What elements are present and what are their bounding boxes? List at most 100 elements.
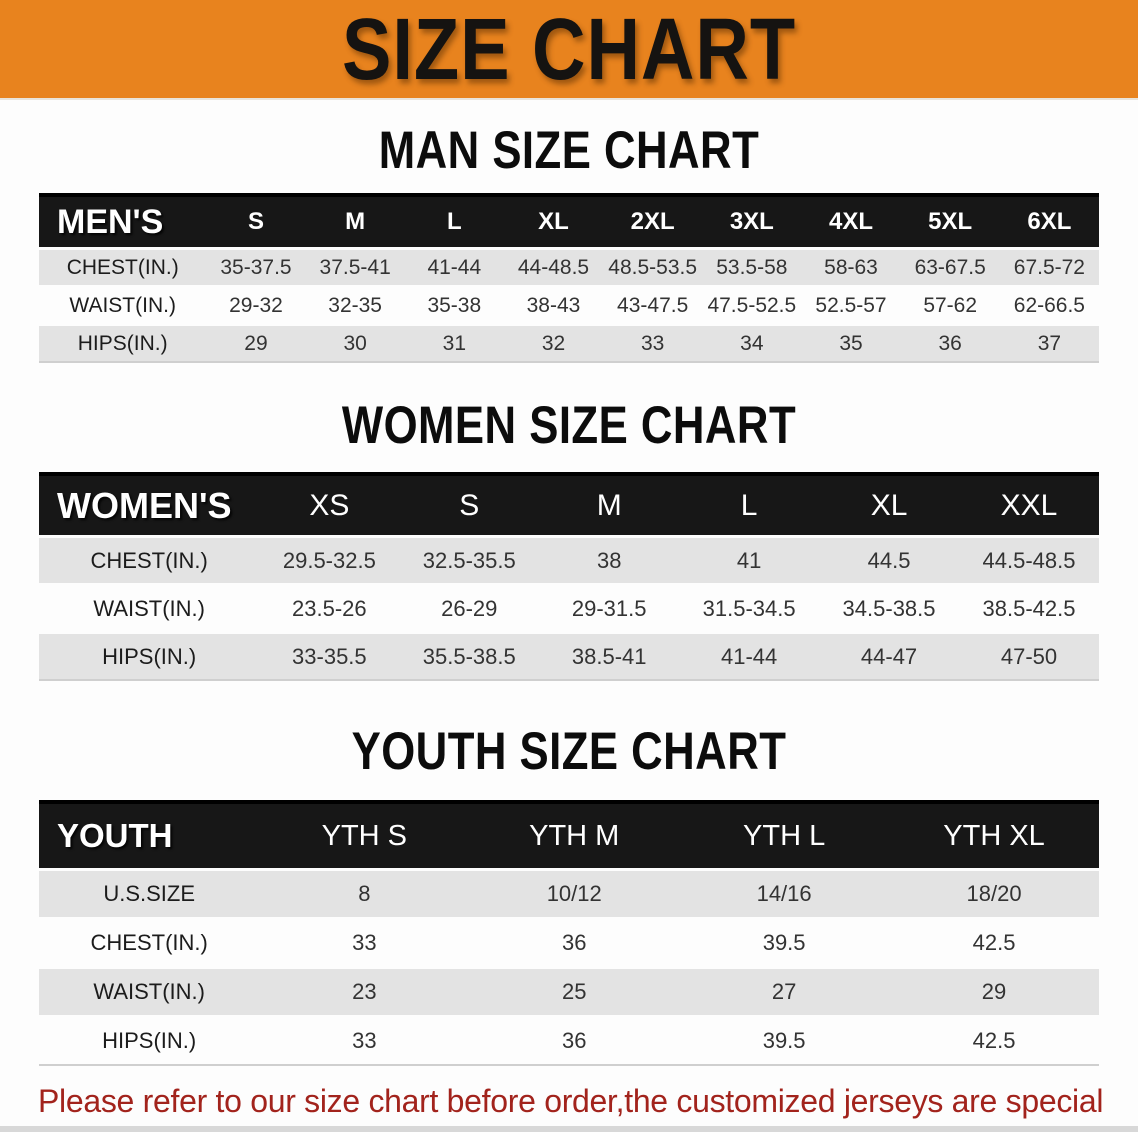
measure-row-label: U.S.SIZE bbox=[103, 881, 196, 906]
size-value-cell: 63-67.5 bbox=[914, 255, 986, 279]
measure-row-label: WAIST(IN.) bbox=[69, 293, 176, 317]
size-value-cell: 23.5-26 bbox=[292, 595, 367, 621]
women-size-table: WOMEN'S XS S M L XL XXL CHEST(IN.) 29.5-32.5 32.5… bbox=[39, 472, 1099, 681]
size-column-header: YTH S bbox=[321, 819, 408, 852]
size-value-cell: 27 bbox=[771, 979, 797, 1004]
size-value-cell: 44-47 bbox=[860, 643, 918, 669]
size-value-cell: 29-32 bbox=[229, 293, 283, 317]
size-value-cell: 10/12 bbox=[546, 881, 602, 906]
measure-row: WAIST(IN.) 23 25 27 29 bbox=[39, 967, 1099, 1017]
size-column-header: S bbox=[459, 488, 480, 522]
measure-row-label: HIPS(IN.) bbox=[102, 643, 197, 669]
size-column-header: S bbox=[247, 208, 264, 235]
measure-row: HIPS(IN.) 33-35.5 35.5-38.5 38.5-41 41-44 44-… bbox=[39, 632, 1099, 680]
size-header-row: WOMEN'S XS S M L XL XXL bbox=[39, 474, 1099, 537]
measure-row: WAIST(IN.) 29-32 32-35 35-38 38-43 43-47.5 47.… bbox=[39, 286, 1099, 325]
size-column-header: L bbox=[740, 488, 758, 522]
size-column-header: 6XL bbox=[1027, 208, 1072, 235]
men-size-section: MAN SIZE CHART MEN'S S M L XL 2XL 3XL 4XL 5XL 6XL… bbox=[0, 119, 1138, 363]
size-value-cell: 41-44 bbox=[720, 643, 778, 669]
size-value-cell: 42.5 bbox=[972, 1028, 1016, 1053]
women-chart-heading: WOMEN SIZE CHART bbox=[341, 394, 797, 455]
size-value-cell: 53.5-58 bbox=[716, 255, 788, 279]
size-value-cell: 32-35 bbox=[328, 293, 382, 317]
measure-row: CHEST(IN.) 33 36 39.5 42.5 bbox=[39, 918, 1099, 968]
size-value-cell: 39.5 bbox=[762, 1028, 806, 1053]
men-chart-heading: MAN SIZE CHART bbox=[378, 119, 760, 180]
measure-row: CHEST(IN.) 29.5-32.5 32.5-35.5 38 41 44.5 44.5… bbox=[39, 536, 1099, 585]
size-value-cell: 30 bbox=[343, 331, 367, 355]
table-group-label: YOUTH bbox=[57, 817, 173, 854]
size-value-cell: 35-38 bbox=[427, 293, 482, 317]
measure-row-label: CHEST(IN.) bbox=[90, 930, 208, 955]
size-value-cell: 58-63 bbox=[824, 255, 878, 279]
size-value-cell: 34.5-38.5 bbox=[842, 595, 936, 621]
size-value-cell: 44.5-48.5 bbox=[982, 547, 1076, 573]
youth-size-section: YOUTH SIZE CHART YOUTH YTH S YTH M YTH L YTH… bbox=[0, 720, 1138, 1066]
bottom-border-strip bbox=[0, 1126, 1138, 1132]
size-value-cell: 47-50 bbox=[1000, 643, 1058, 669]
size-column-header: M bbox=[345, 208, 366, 235]
size-value-cell: 67.5-72 bbox=[1013, 255, 1085, 279]
measure-row: HIPS(IN.) 29 30 31 32 33 34 35 36 37 bbox=[39, 324, 1099, 362]
measure-row-label: HIPS(IN.) bbox=[77, 331, 168, 355]
size-column-header: XL bbox=[538, 208, 569, 235]
size-value-cell: 38.5-41 bbox=[571, 643, 647, 669]
size-value-cell: 31 bbox=[442, 331, 466, 355]
size-value-cell: 44-48.5 bbox=[517, 255, 590, 279]
size-value-cell: 29 bbox=[244, 331, 268, 355]
size-column-header: 4XL bbox=[829, 208, 874, 235]
men-size-table: MEN'S S M L XL 2XL 3XL 4XL 5XL 6XL CHEST(IN.) 35-37… bbox=[39, 193, 1099, 363]
size-value-cell: 35-37.5 bbox=[220, 255, 292, 279]
size-column-header: M bbox=[596, 488, 622, 522]
size-value-cell: 62-66.5 bbox=[1013, 293, 1085, 317]
size-value-cell: 34 bbox=[740, 331, 764, 355]
size-value-cell: 32.5-35.5 bbox=[422, 547, 516, 573]
size-column-header: YTH M bbox=[529, 819, 620, 852]
size-column-header: 3XL bbox=[729, 208, 774, 235]
banner: SIZE CHART bbox=[0, 0, 1138, 100]
size-value-cell: 37.5-41 bbox=[319, 255, 391, 279]
size-header-row: YOUTH YTH S YTH M YTH L YTH XL bbox=[39, 802, 1099, 870]
size-value-cell: 38.5-42.5 bbox=[982, 595, 1076, 621]
size-value-cell: 33 bbox=[640, 331, 665, 355]
measure-row-label: CHEST(IN.) bbox=[66, 255, 179, 279]
size-value-cell: 33 bbox=[352, 1028, 377, 1053]
size-value-cell: 48.5-53.5 bbox=[608, 255, 698, 279]
size-column-header: YTH XL bbox=[943, 819, 1045, 852]
size-value-cell: 37 bbox=[1037, 331, 1062, 355]
size-value-cell: 33 bbox=[352, 930, 377, 955]
measure-row: CHEST(IN.) 35-37.5 37.5-41 41-44 44-48.5 48.5… bbox=[39, 248, 1099, 287]
size-value-cell: 31.5-34.5 bbox=[702, 595, 796, 621]
size-column-header: XXL bbox=[1000, 488, 1058, 522]
size-value-cell: 41-44 bbox=[427, 255, 482, 279]
size-value-cell: 33-35.5 bbox=[292, 643, 367, 669]
size-value-cell: 26-29 bbox=[441, 595, 498, 621]
size-value-cell: 29.5-32.5 bbox=[282, 547, 376, 573]
size-column-header: XS bbox=[309, 488, 350, 522]
youth-chart-heading: YOUTH SIZE CHART bbox=[351, 720, 787, 781]
size-value-cell: 38-43 bbox=[526, 293, 581, 317]
measure-row-label: CHEST(IN.) bbox=[90, 547, 208, 573]
measure-row: U.S.SIZE 8 10/12 14/16 18/20 bbox=[39, 869, 1099, 919]
women-size-section: WOMEN SIZE CHART WOMEN'S XS S M L XL XXL CHEST(… bbox=[0, 394, 1138, 681]
table-group-label: WOMEN'S bbox=[57, 484, 232, 526]
disclaimer-note: Please refer to our size chart before or… bbox=[38, 1078, 1138, 1132]
size-value-cell: 8 bbox=[358, 881, 371, 906]
disclaimer-line-1: Please refer to our size chart before or… bbox=[38, 1083, 1104, 1132]
size-column-header: YTH L bbox=[743, 819, 826, 852]
measure-row-label: HIPS(IN.) bbox=[102, 1028, 197, 1053]
size-value-cell: 29-31.5 bbox=[571, 595, 647, 621]
size-value-cell: 29 bbox=[981, 979, 1007, 1004]
size-value-cell: 47.5-52.5 bbox=[707, 293, 797, 317]
size-value-cell: 14/16 bbox=[756, 881, 812, 906]
size-column-header: L bbox=[446, 208, 462, 235]
size-value-cell: 35.5-38.5 bbox=[422, 643, 516, 669]
size-value-cell: 57-62 bbox=[923, 293, 978, 317]
measure-row-label: WAIST(IN.) bbox=[93, 595, 205, 621]
size-value-cell: 32 bbox=[541, 331, 566, 355]
size-value-cell: 43-47.5 bbox=[617, 293, 689, 317]
size-value-cell: 38 bbox=[596, 547, 622, 573]
banner-title: SIZE CHART bbox=[341, 0, 797, 98]
